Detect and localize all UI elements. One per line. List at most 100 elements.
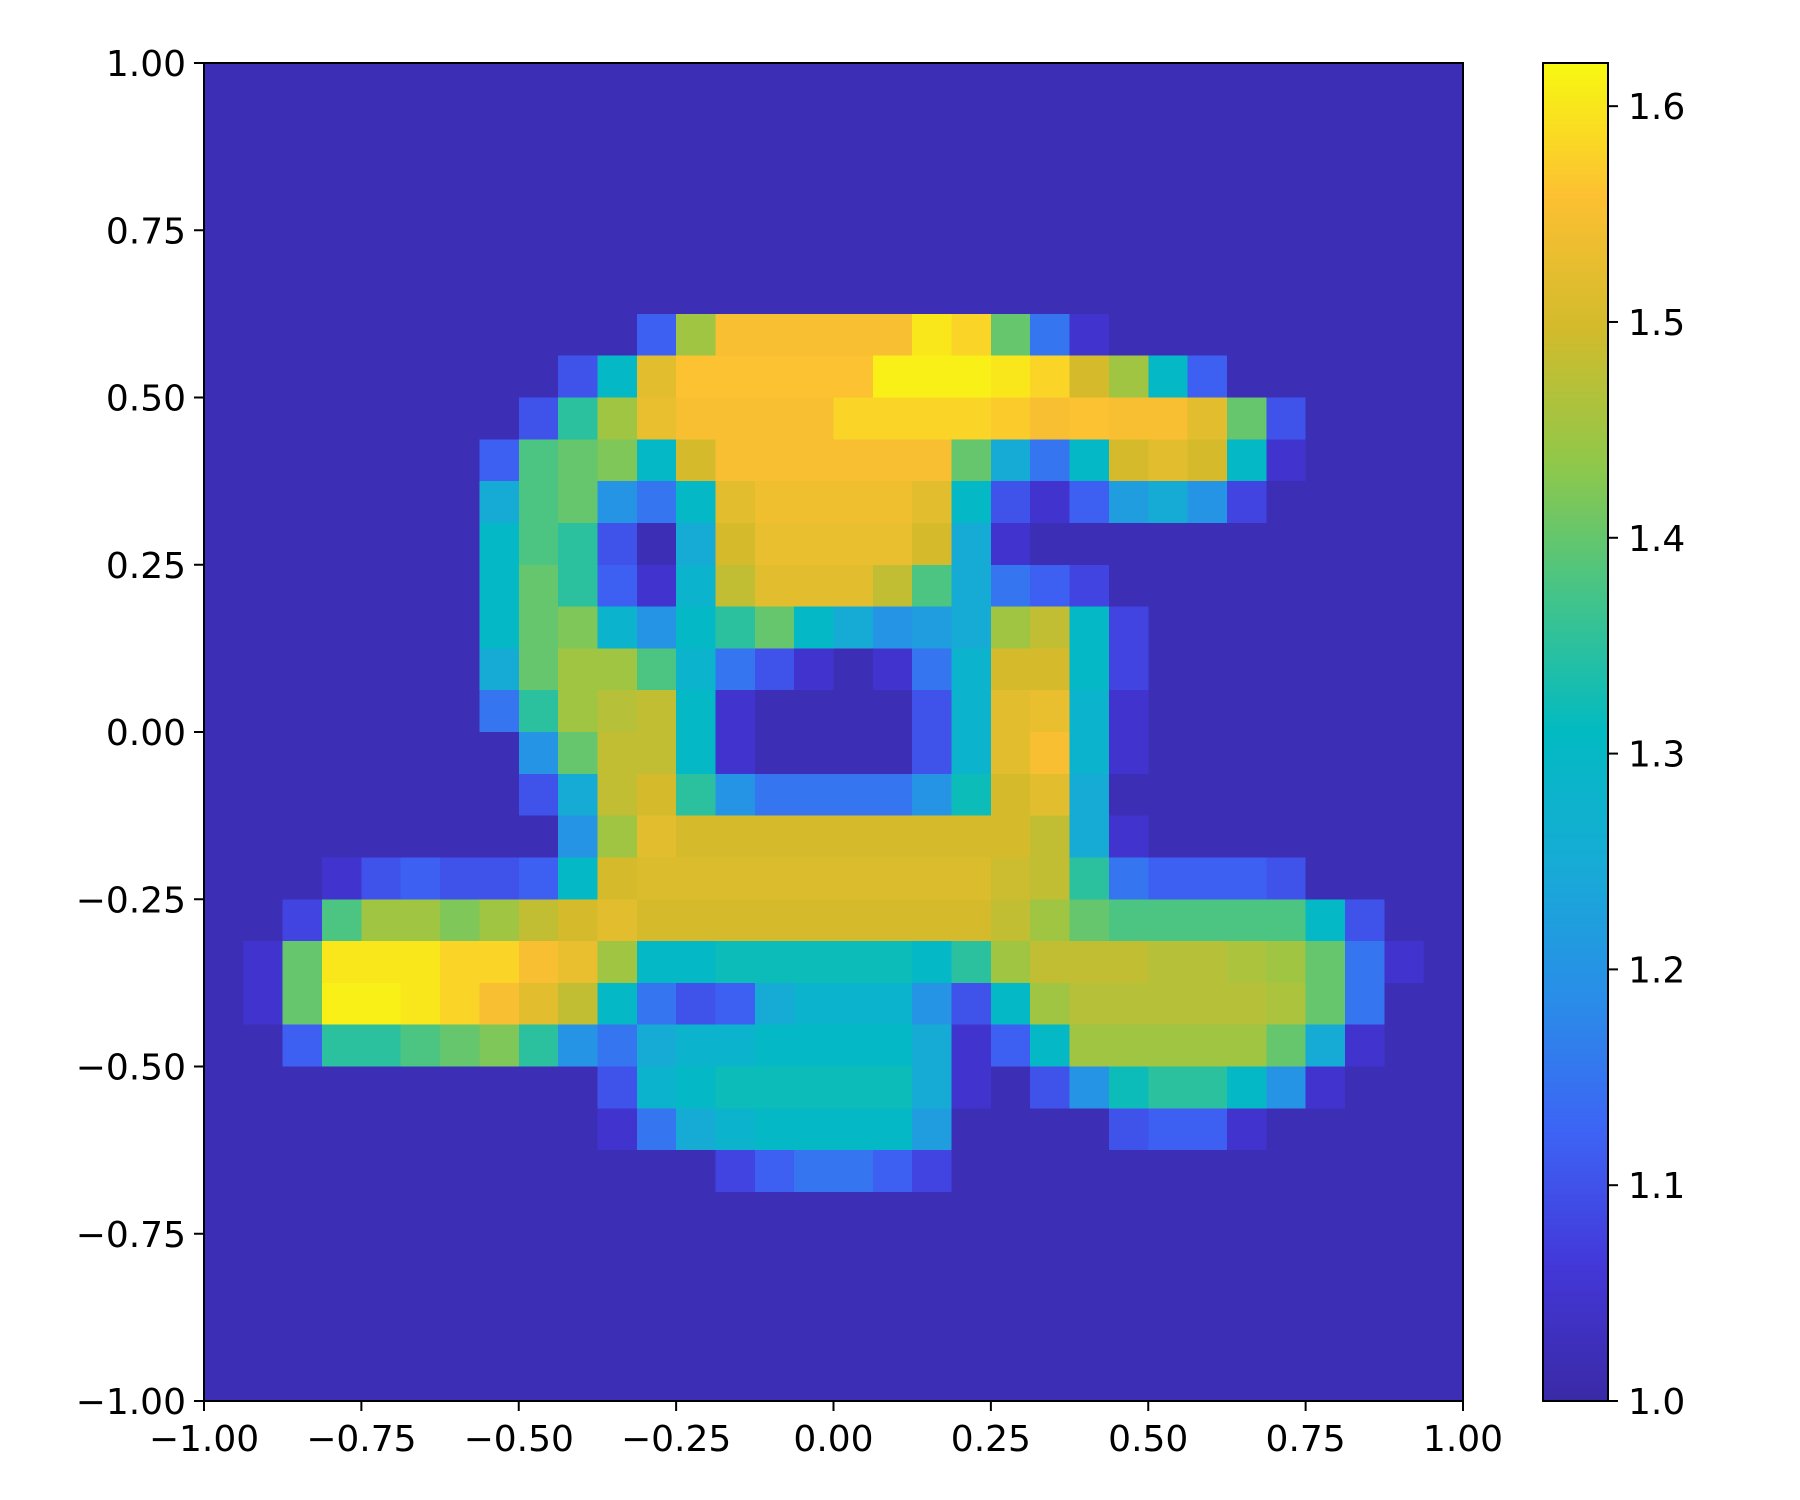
heatmap-cell (1187, 522, 1228, 566)
heatmap-cell (518, 1317, 559, 1360)
heatmap-cell (204, 146, 244, 190)
heatmap-cell (322, 732, 362, 775)
heatmap-cell (912, 1275, 953, 1318)
heatmap (204, 63, 1464, 1402)
heatmap-cell (1226, 1317, 1267, 1360)
heatmap-cell (1384, 606, 1425, 649)
heatmap-cell (1226, 732, 1267, 775)
heatmap-cell (1344, 732, 1385, 775)
heatmap-cell (1148, 941, 1189, 984)
heatmap-cell (1266, 1275, 1307, 1318)
heatmap-cell (1266, 690, 1307, 733)
heatmap-cell (1187, 941, 1228, 984)
heatmap-cell (912, 857, 953, 900)
heatmap-cell (282, 272, 323, 315)
heatmap-cell (204, 773, 244, 817)
heatmap-cell (1266, 272, 1307, 315)
heatmap-cell (636, 899, 677, 942)
heatmap-cell (1030, 1108, 1071, 1151)
heatmap-cell (1108, 63, 1149, 106)
heatmap-cell (361, 481, 402, 524)
heatmap-cell (1305, 355, 1346, 399)
heatmap-cell (1384, 1066, 1425, 1109)
heatmap-cell (990, 899, 1031, 942)
heatmap-cell (636, 63, 677, 106)
heatmap-cell (1344, 146, 1385, 190)
heatmap-cell (912, 104, 953, 148)
heatmap-cell (1187, 272, 1228, 315)
heatmap-cell (558, 1150, 599, 1193)
heatmap-cell (558, 941, 599, 984)
heatmap-cell (754, 815, 795, 859)
heatmap-cell (597, 1317, 638, 1360)
heatmap-cell (1226, 1108, 1267, 1151)
heatmap-cell (1384, 481, 1425, 524)
x-tick-label: −0.50 (464, 1419, 574, 1460)
heatmap-cell (1384, 522, 1425, 566)
heatmap-cell (636, 104, 677, 148)
heatmap-cell (636, 355, 677, 399)
heatmap-cell (872, 1275, 913, 1318)
heatmap-cell (794, 1024, 835, 1068)
heatmap-cell (204, 439, 244, 482)
heatmap-cell (597, 1233, 638, 1277)
heatmap-cell (754, 1150, 795, 1193)
heatmap-cell (1423, 146, 1464, 190)
heatmap-cell (440, 522, 481, 566)
heatmap-cell (951, 899, 992, 942)
heatmap-cell (479, 1024, 520, 1068)
heatmap-cell (951, 481, 992, 524)
heatmap-cell (1266, 397, 1307, 440)
heatmap-cell (754, 690, 795, 733)
heatmap-cell (1226, 648, 1267, 691)
heatmap-cell (990, 481, 1031, 524)
heatmap-cell (833, 481, 874, 524)
heatmap-cell (990, 1275, 1031, 1318)
heatmap-cell (715, 1233, 756, 1277)
heatmap-cell (1266, 648, 1307, 691)
heatmap-cell (597, 63, 638, 106)
heatmap-cell (558, 188, 599, 231)
heatmap-cell (440, 63, 481, 106)
heatmap-cell (676, 481, 717, 524)
heatmap-cell (479, 648, 520, 691)
heatmap-cell (282, 857, 323, 900)
heatmap-cell (243, 815, 284, 859)
y-tick-label: 1.00 (106, 44, 186, 85)
heatmap-cell (204, 1275, 244, 1318)
heatmap-cell (597, 1066, 638, 1109)
heatmap-cell (558, 439, 599, 482)
heatmap-cell (400, 815, 441, 859)
heatmap-cell (1344, 899, 1385, 942)
heatmap-cell (872, 230, 913, 273)
heatmap-cell (597, 439, 638, 482)
heatmap-cell (1305, 230, 1346, 273)
heatmap-cell (400, 439, 441, 482)
heatmap-cell (1069, 1359, 1110, 1402)
heatmap-cell (794, 188, 835, 231)
heatmap-cell (636, 146, 677, 190)
heatmap-cell (361, 648, 402, 691)
heatmap-cell (322, 1233, 362, 1277)
heatmap-cell (322, 313, 362, 357)
heatmap-cell (1384, 1359, 1425, 1402)
heatmap-cell (479, 1233, 520, 1277)
heatmap-cell (1344, 1150, 1385, 1193)
heatmap-cell (1266, 188, 1307, 231)
heatmap-cell (715, 104, 756, 148)
heatmap-cell (951, 1359, 992, 1402)
heatmap-cell (204, 355, 244, 399)
heatmap-cell (754, 857, 795, 900)
heatmap-cell (400, 1275, 441, 1318)
heatmap-cell (715, 815, 756, 859)
heatmap-cell (1030, 1024, 1071, 1068)
heatmap-cell (204, 1108, 244, 1151)
heatmap-cell (1187, 899, 1228, 942)
heatmap-cell (1305, 397, 1346, 440)
heatmap-cell (833, 732, 874, 775)
heatmap-cell (833, 146, 874, 190)
heatmap-cell (715, 1150, 756, 1193)
heatmap-cell (715, 146, 756, 190)
heatmap-cell (676, 355, 717, 399)
heatmap-cell (754, 104, 795, 148)
